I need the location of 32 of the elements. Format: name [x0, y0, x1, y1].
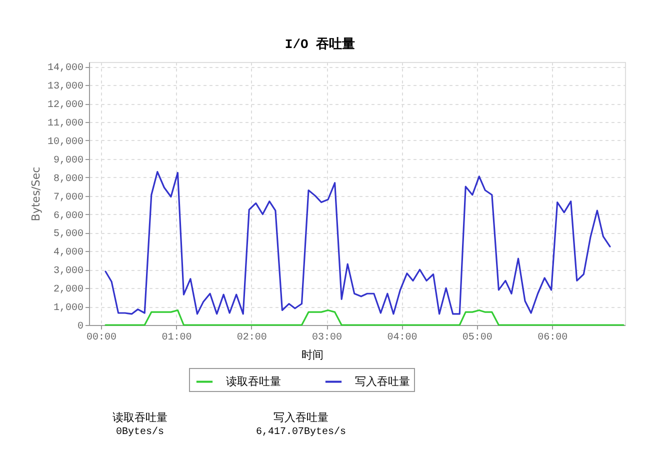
- y-tick-label: 1,000: [53, 303, 84, 314]
- y-tick-label: 4,000: [53, 248, 84, 259]
- y-axis-title: Bytes/Sec: [29, 166, 42, 222]
- x-tick-label: 02:00: [236, 332, 267, 344]
- x-tick-label: 04:00: [387, 332, 418, 344]
- x-tick-label: 00:00: [86, 332, 117, 344]
- text: 6,417.07Bytes/s: [256, 426, 346, 438]
- text: 读取吞吐量: [112, 411, 168, 424]
- line-series: [104, 171, 611, 315]
- legend-label: 读取吞吐量: [226, 374, 281, 388]
- y-tick-label: 3,000: [53, 266, 84, 278]
- legend-label: 写入吞吐量: [355, 374, 410, 388]
- x-axis-title: 时间: [302, 348, 324, 362]
- y-tick-label: 14,000: [47, 63, 84, 74]
- y-tick-label: 7,000: [53, 192, 84, 204]
- y-tick-label: 0: [77, 322, 84, 332]
- text: 写入吞吐量: [274, 411, 328, 424]
- x-tick-label: 06:00: [538, 332, 568, 344]
- y-tick-label: 6,000: [53, 210, 84, 222]
- text: 0Bytes/s: [116, 426, 164, 438]
- x-tick-label: 05:00: [462, 332, 492, 344]
- x-tick-label: 03:00: [312, 332, 342, 344]
- y-tick-label: 9,000: [53, 155, 84, 166]
- y-tick-label: 13,000: [47, 82, 84, 93]
- chart-title: I/O 吞吐量: [284, 37, 356, 52]
- x-tick-label: 01:00: [162, 332, 192, 344]
- y-tick-label: 2,000: [53, 284, 84, 296]
- y-tick-label: 11,000: [47, 118, 84, 130]
- y-tick-label: 12,000: [47, 100, 84, 112]
- y-tick-label: 8,000: [53, 174, 84, 185]
- y-tick-label: 5,000: [53, 229, 84, 240]
- y-tick-label: 10,000: [47, 136, 84, 148]
